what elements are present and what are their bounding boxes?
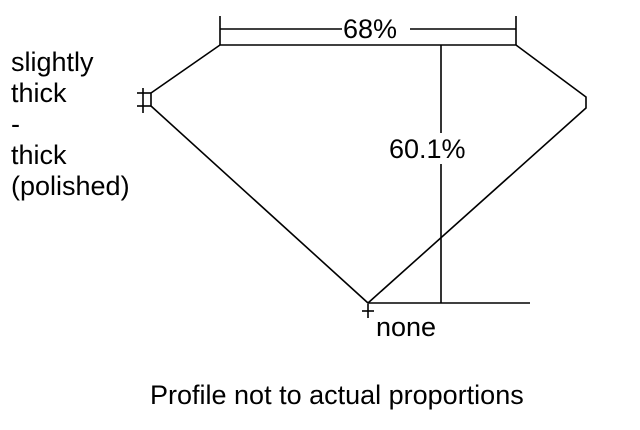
girdle-line: thick	[11, 140, 67, 170]
gem-outline	[150, 44, 587, 305]
depth-percent-label: 60.1%	[389, 134, 466, 164]
girdle-line: (polished)	[11, 171, 130, 201]
girdle-label: slightly thick - thick (polished)	[11, 47, 130, 202]
culet-label: none	[376, 312, 437, 342]
caption: Profile not to actual proportions	[150, 380, 524, 410]
girdle-line: thick	[11, 78, 67, 108]
table-percent-label: 68%	[343, 14, 398, 44]
girdle-line: slightly	[11, 47, 94, 77]
girdle-line: -	[11, 109, 20, 139]
